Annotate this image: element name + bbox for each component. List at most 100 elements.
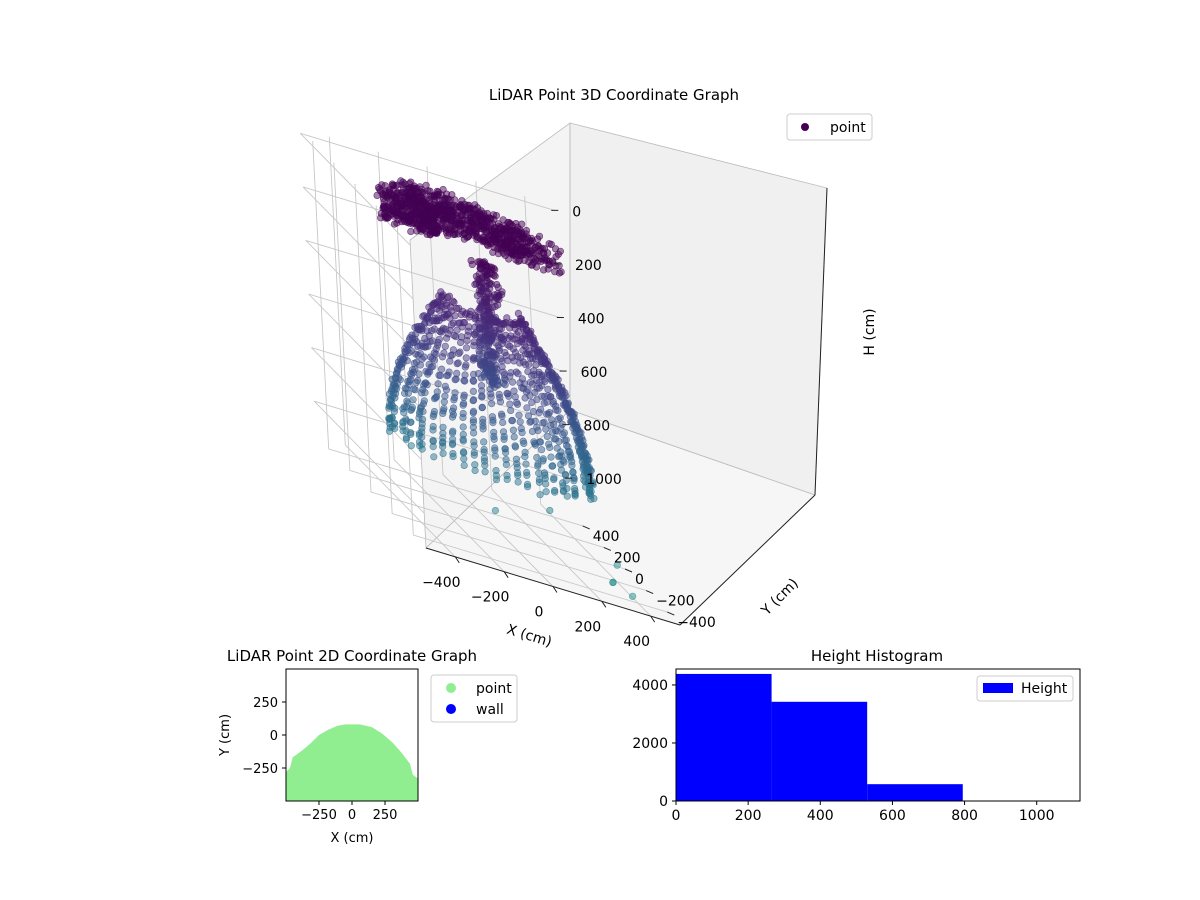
scatter-3d-point [479,415,487,423]
scatter-3d-point [469,396,478,404]
scatter-3d-point [490,432,498,441]
scatter-3d-point [546,506,554,515]
legend-2d-label-wall: wall [476,702,504,718]
scatter-3d-point [555,438,563,446]
legend-3d-marker-point [801,123,809,131]
scatter-3d-point [512,368,520,376]
scatter-3d-point [452,333,460,341]
grid-line-y [375,205,647,591]
scatter-3d-point [460,399,468,408]
scatter-3d-point [506,220,514,228]
scatter-3d-point [461,200,469,208]
scatter-3d-point [431,198,439,207]
scatter-3d-point [411,386,419,394]
scatter-3d-point [525,350,533,359]
scatter-3d-point [419,312,427,321]
y-tick-3d [624,568,633,573]
scatter-3d-point [474,319,482,328]
scatter-3d-point [459,437,468,445]
legend-2d-marker-point [446,683,456,693]
scatter-3d-point [511,442,519,450]
scatter-3d-point [547,453,555,461]
z-tick-label-3d: 0 [572,204,581,220]
scatter-3d-point [560,394,568,402]
scatter-3d-point [551,488,559,496]
scatter-3d-point [439,429,447,437]
legend-histogram-frame [976,675,1074,702]
scatter-3d-point [459,409,467,418]
scatter-3d-point [443,299,451,307]
x-axis-label-2d: X (cm) [331,831,374,846]
z-tick-label-3d: 600 [581,365,608,381]
chart-2d-title: LiDAR Point 2D Coordinate Graph [227,647,477,665]
scatter-3d-point [521,234,529,242]
scatter-3d-point [543,432,551,441]
scatter-3d-point [488,303,497,312]
scatter-3d-point [480,336,489,344]
scatter-3d-point [535,438,544,446]
histogram-y-tick-label: 4000 [632,678,668,694]
scatter-3d-point [538,255,546,263]
chart-histogram: Height Histogram 0 200 400 600 800 1000 0 2000 4… [632,647,1081,824]
scatter-3d-point [556,386,564,394]
scatter-3d-point [522,247,530,255]
scatter-3d-point [402,435,411,443]
x-tick-3d [454,556,460,564]
scatter-3d-point [407,442,415,450]
z-tick-label-3d: 1000 [586,472,622,488]
scatter-3d-point [485,322,493,330]
legend-3d-frame [786,113,873,141]
x-tick-label-3d: 400 [623,634,650,650]
scatter-3d-point [472,272,481,280]
scatter-3d-point [522,343,530,351]
scatter-3d-point [539,419,547,427]
scatter-3d-point [399,427,407,435]
legend-3d: point [786,113,873,141]
scatter-3d-point [498,357,506,365]
scatter-3d-point [438,365,446,373]
legend-3d-label-point: point [830,120,866,136]
scatter-3d-point [412,209,420,217]
x-tick-label-3d: 200 [574,619,601,635]
y-tick-3d [582,525,590,530]
scatter-3d-point [441,306,449,314]
scatter-3d-point [407,227,415,236]
scatter-3d-point [400,403,408,411]
scatter-3d-point [403,207,412,215]
scatter-3d-point [534,462,542,470]
scatter-3d-point [533,423,541,431]
scatter-3d-point [399,418,407,426]
x-tick-label-2d: 250 [373,808,398,823]
scatter-3d-point [563,484,571,493]
scatter-3d-point [398,210,406,219]
scatter-3d-point [502,456,510,464]
scatter-3d-point [512,399,521,407]
x-tick-label-2d: −250 [301,808,337,823]
scatter-3d-point [476,297,484,305]
scatter-3d-point [464,219,473,228]
z-tick-label-3d: 400 [578,311,605,327]
scatter-3d-point [514,478,522,486]
scatter-3d-point [474,307,482,315]
scatter-3d-point [501,445,509,453]
scatter-3d-point [503,471,511,480]
scatter-3d-point [399,184,408,192]
scatter-3d-point [510,387,518,395]
scatter-3d-point [441,342,449,350]
scatter-3d-point [477,382,486,390]
x-tick-3d [601,601,607,608]
scatter-3d-point [544,385,552,394]
scatter-3d-point [388,423,397,431]
scatter-3d-point [535,368,543,376]
scatter-3d-point [569,468,577,476]
scatter-3d-point [495,222,503,231]
scatter-3d-point [522,468,531,477]
grid-line-x [328,136,456,558]
scatter-3d-point [523,483,532,491]
scatter-3d-point [539,457,547,465]
scatter-3d-point [492,467,500,475]
scatter-3d-point [438,326,446,334]
scatter-3d-point [535,478,544,486]
scatter-3d-point [462,354,470,362]
scatter-3d-point [540,469,549,477]
